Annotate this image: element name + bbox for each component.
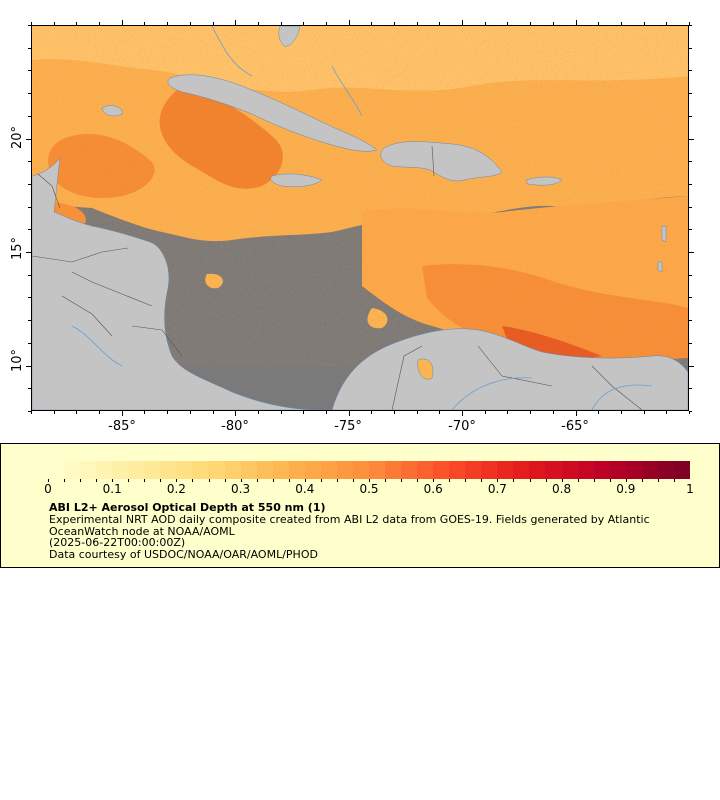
colorbar-segment	[224, 461, 241, 479]
colorbar-segment	[577, 461, 594, 479]
colorbar-label: 0.5	[359, 482, 379, 496]
legend-date: (2025-06-22T00:00:00Z)	[49, 536, 186, 549]
colorbar-segment	[625, 461, 642, 479]
colorbar-segment	[208, 461, 225, 479]
colorbar-segment	[128, 461, 145, 479]
colorbar-segment	[144, 461, 161, 479]
land-masses	[32, 26, 688, 410]
colorbar-segment	[529, 461, 546, 479]
colorbar-label: 0.7	[487, 482, 507, 496]
colorbar-segment	[481, 461, 498, 479]
colorbar-segment	[417, 461, 434, 479]
aod-map	[32, 26, 688, 410]
colorbar-segment	[465, 461, 482, 479]
rivers	[71, 26, 653, 410]
colorbar-segment	[657, 461, 674, 479]
colorbar-segment	[176, 461, 193, 479]
colorbar-segment	[609, 461, 626, 479]
colorbar-segment	[64, 461, 81, 479]
x-tick-label: -80°	[221, 419, 249, 434]
colorbar-segment	[192, 461, 209, 479]
colorbar-segment	[160, 461, 177, 479]
colorbar-segment	[304, 461, 321, 479]
colorbar-ticks	[48, 479, 675, 482]
x-tick-label: -70°	[448, 419, 476, 434]
colorbar-segment	[256, 461, 273, 479]
x-tick-label: -85°	[108, 419, 136, 434]
colorbar-label: 0.1	[102, 482, 122, 496]
colorbar-segment	[561, 461, 578, 479]
colorbar-segment	[497, 461, 514, 479]
colorbar-segment	[352, 461, 369, 479]
y-tick-label: 15°	[10, 236, 26, 261]
colorbar-label: 1	[686, 482, 694, 496]
colorbar-segment	[96, 461, 113, 479]
colorbar	[48, 461, 690, 479]
legend-credit: Data courtesy of USDOC/NOAA/OAR/AOML/PHO…	[49, 547, 318, 561]
x-tick-label: -65°	[561, 419, 589, 434]
colorbar-segment	[368, 461, 385, 479]
colorbar-label: 0.3	[231, 482, 251, 496]
legend-desc-line: OceanWatch node at NOAA/AOML	[49, 524, 235, 538]
legend-description: Experimental NRT AOD daily composite cre…	[49, 514, 689, 560]
colorbar-label: 0.9	[616, 482, 636, 496]
legend-title: ABI L2+ Aerosol Optical Depth at 550 nm …	[49, 501, 326, 514]
colorbar-label: 0.4	[295, 482, 315, 496]
colorbar-segment	[593, 461, 610, 479]
colorbar-segment	[272, 461, 289, 479]
colorbar-segment	[513, 461, 530, 479]
colorbar-label: 0.2	[166, 482, 186, 496]
colorbar-segment	[449, 461, 466, 479]
colorbar-segment	[384, 461, 402, 479]
colorbar-label: 0	[44, 482, 52, 496]
y-tick-label: 10°	[10, 348, 26, 373]
country-borders	[32, 145, 643, 410]
colorbar-segment	[545, 461, 562, 479]
colorbar-segment	[48, 461, 65, 479]
colorbar-segment	[433, 461, 450, 479]
colorbar-segment	[336, 461, 353, 479]
legend-panel: 0 0.1 0.2 0.3 0.4 0.5 0.6 0.7 0.8 0.9 1 ABI L2+ Ae…	[0, 443, 720, 568]
colorbar-segment	[641, 461, 658, 479]
colorbar-segment	[320, 461, 337, 479]
map-plot-area[interactable]	[31, 25, 689, 411]
legend-desc-line: Experimental NRT AOD daily composite cre…	[49, 513, 650, 526]
colorbar-segment	[112, 461, 129, 479]
colorbar-segment	[673, 461, 690, 479]
colorbar-segment	[401, 461, 418, 479]
colorbar-segment	[240, 461, 257, 479]
colorbar-segment	[288, 461, 305, 479]
colorbar-label: 0.6	[423, 482, 443, 496]
x-tick-label: -75°	[334, 419, 362, 434]
colorbar-segment	[80, 461, 97, 479]
y-tick-label: 20°	[10, 125, 26, 150]
colorbar-label: 0.8	[552, 482, 572, 496]
